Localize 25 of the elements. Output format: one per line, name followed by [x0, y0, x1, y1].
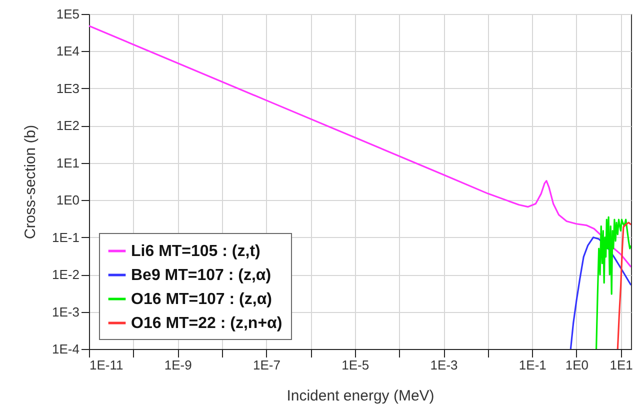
y-axis-title: Cross-section (b)	[22, 124, 40, 240]
x-tick-label: 1E1	[610, 358, 633, 372]
x-axis-title: Incident energy (MeV)	[286, 388, 434, 404]
legend-label: Be9 MT=107 : (z,α)	[131, 267, 272, 284]
line-series	[616, 222, 631, 349]
y-tick-label: 1E0	[56, 192, 80, 208]
x-tick-label: 1E0	[565, 358, 589, 372]
y-tick-label: 1E3	[56, 80, 80, 96]
x-tick-label: 1E-1	[518, 358, 546, 372]
legend-label: Li6 MT=105 : (z,t)	[131, 243, 260, 260]
x-tick-label: 1E-5	[342, 358, 370, 372]
y-tick-label: 1E-2	[52, 267, 80, 282]
x-tick-label: 1E-7	[253, 358, 280, 372]
x-tick-label: 1E-9	[164, 358, 192, 372]
legend-label: O16 MT=107 : (z,α)	[131, 291, 272, 308]
y-tick-label: 1E-3	[52, 304, 80, 320]
y-tick-label: 1E-4	[52, 342, 80, 356]
x-tick-label: 1E-3	[430, 358, 458, 372]
y-tick-label: 1E-1	[52, 230, 80, 245]
legend-label: O16 MT=22 : (z,n+α)	[131, 315, 282, 332]
y-tick-label: 1E1	[56, 155, 80, 170]
y-tick-label: 1E4	[56, 44, 80, 59]
x-tick-label: 1E-11	[90, 358, 124, 372]
y-tick-label: 1E2	[56, 118, 80, 134]
y-tick-label: 1E5	[56, 6, 80, 22]
